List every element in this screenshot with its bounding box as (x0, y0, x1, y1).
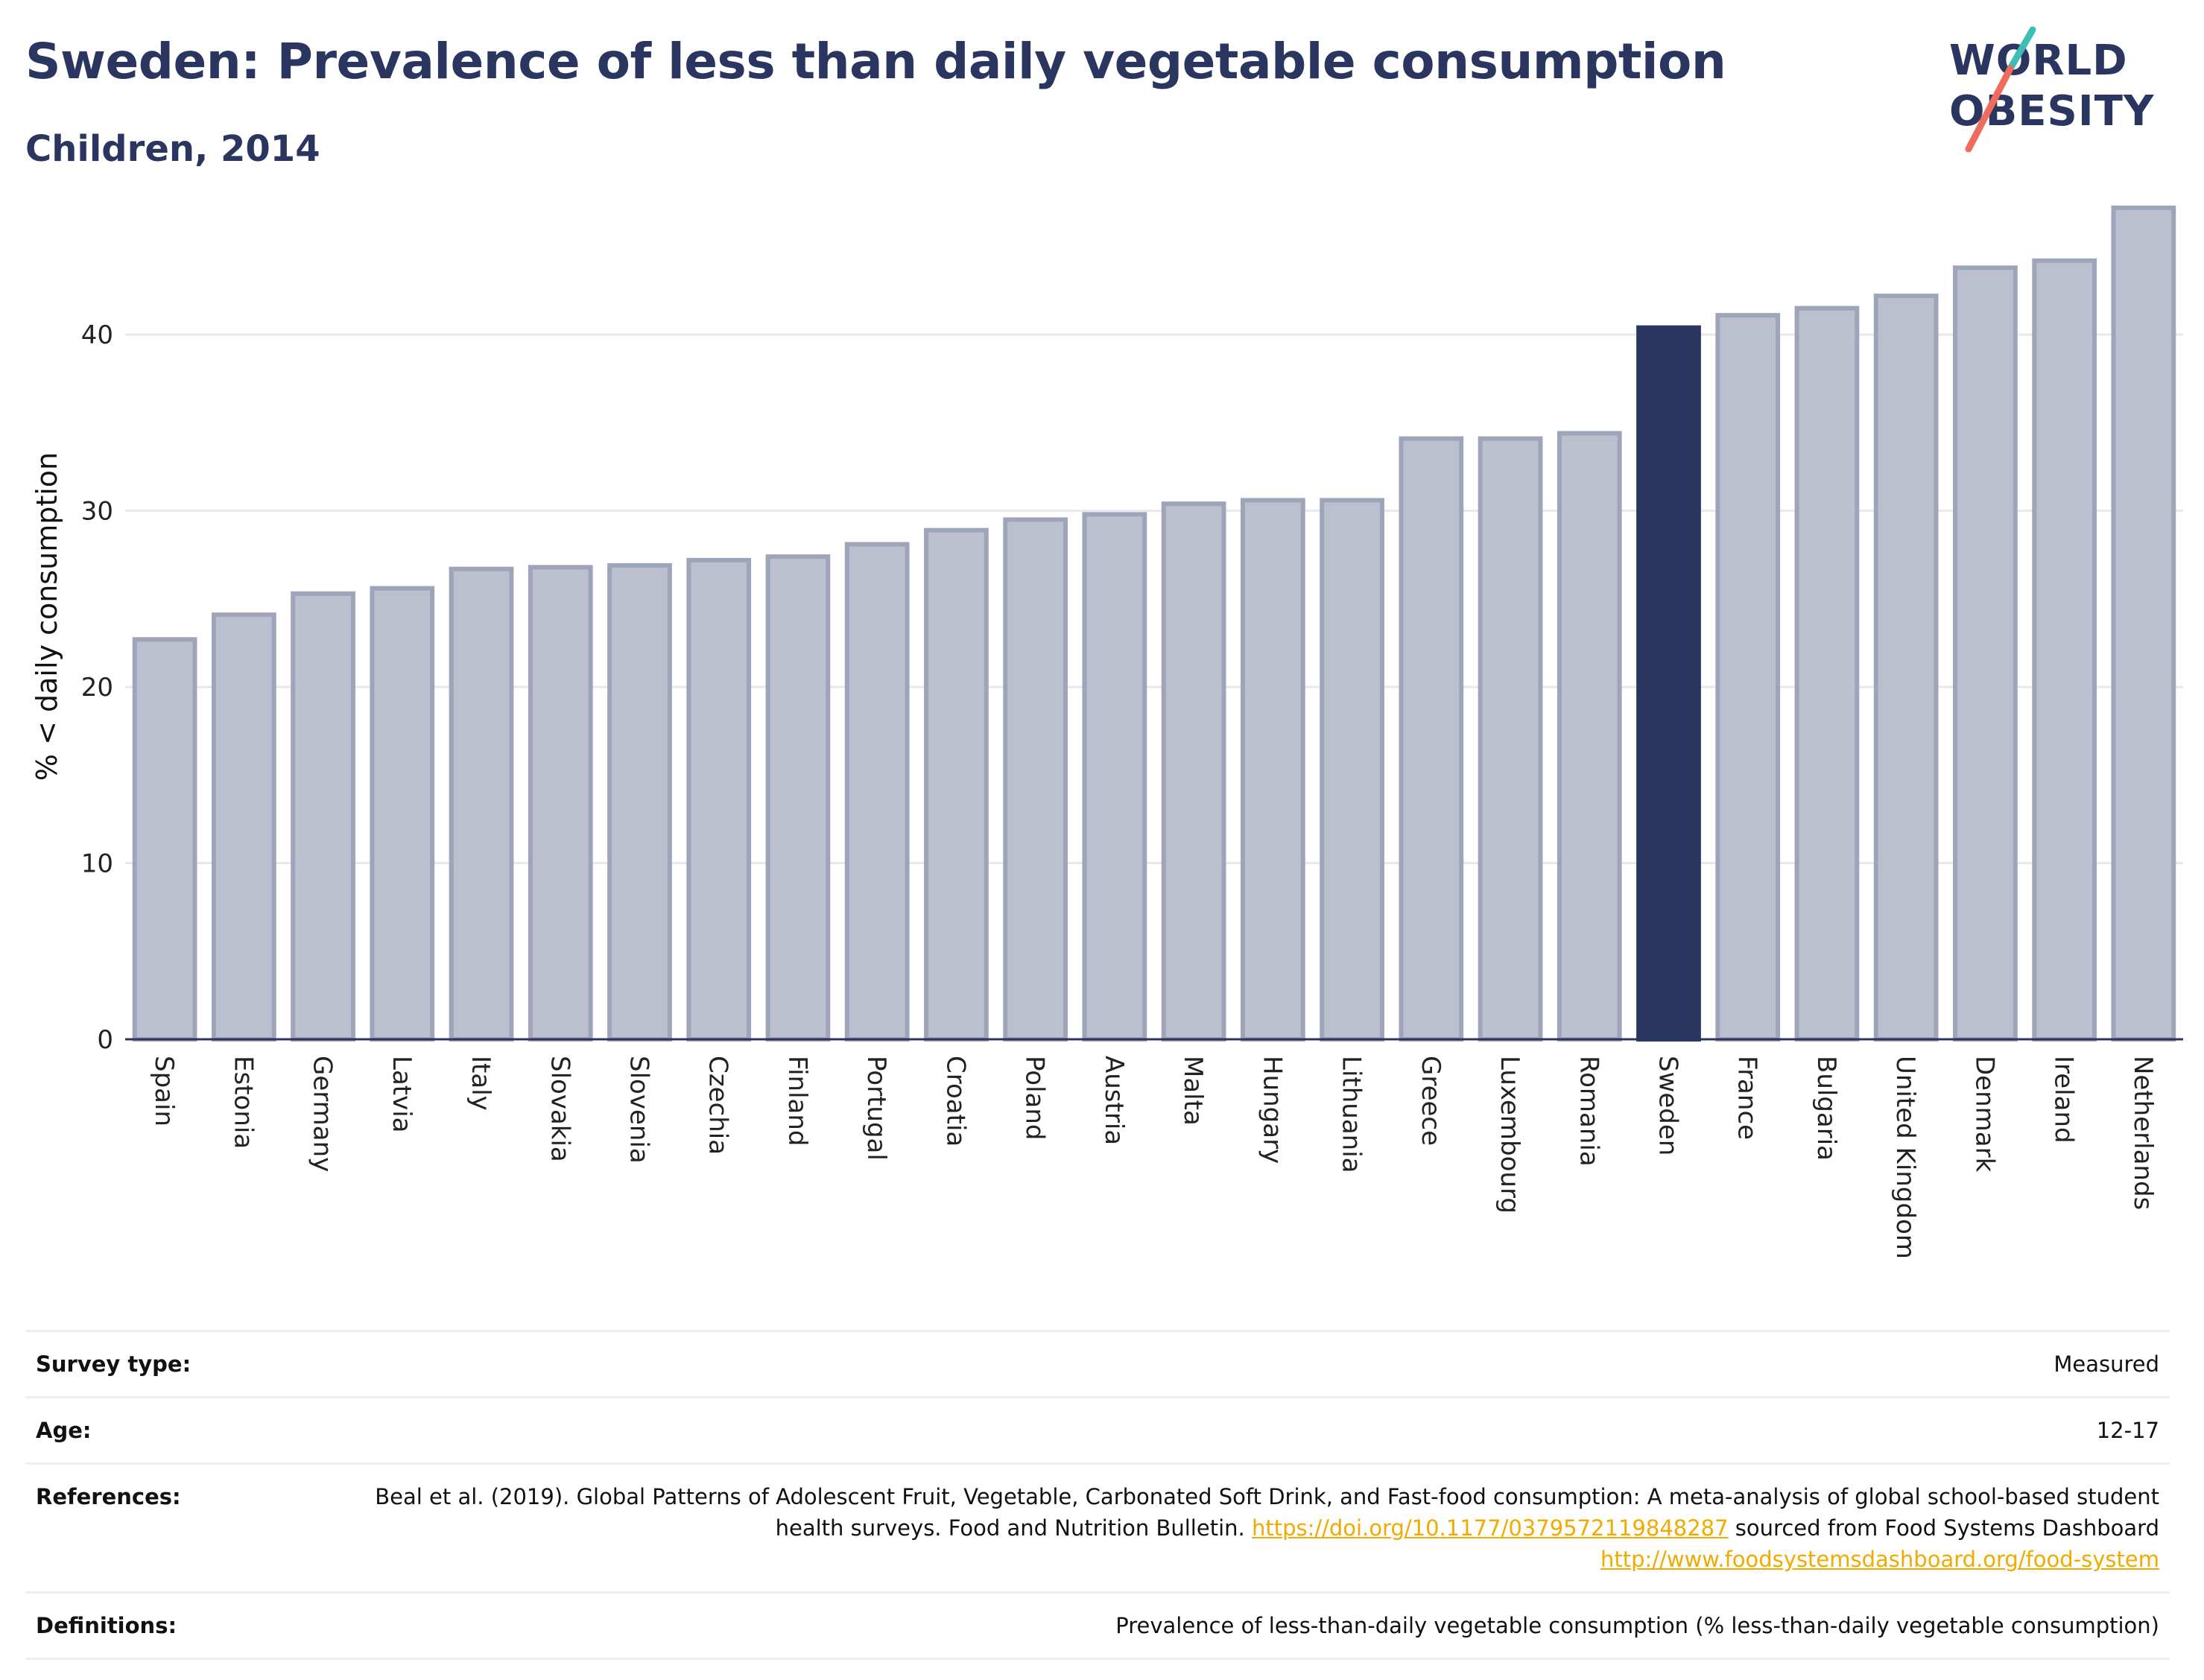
x-tick-label: Portugal (861, 1056, 891, 1161)
definitions-value: Prevalence of less-than-daily vegetable … (1115, 1613, 2159, 1639)
x-tick-label: Hungary (1257, 1056, 1287, 1164)
x-tick-label: Malta (1178, 1056, 1208, 1126)
bar-slovenia (607, 562, 672, 1042)
bar-romania (1557, 431, 1622, 1042)
bar-poland (1003, 517, 1068, 1042)
references-dashboard-link[interactable]: http://www.foodsystemsdashboard.org/food… (1600, 1547, 2159, 1573)
bar-czechia (686, 557, 752, 1042)
references-doi-link[interactable]: https://doi.org/10.1177/0379572119848287 (1251, 1515, 1729, 1541)
info-row-survey-type: Survey type: Measured (25, 1331, 2170, 1398)
bar-germany (291, 591, 355, 1042)
logo-line-1: WORLD (1949, 37, 2128, 85)
y-axis-title: % < daily consumption (31, 452, 63, 781)
x-tick-label: Greece (1416, 1056, 1445, 1146)
bar-sweden (1636, 325, 1701, 1042)
logo-slash-icon (1965, 26, 2036, 153)
x-tick-label: Germany (308, 1056, 338, 1172)
survey-type-value: Measured (2053, 1351, 2159, 1377)
info-row-age: Age: 12-17 (25, 1397, 2170, 1464)
bar-latvia (370, 586, 435, 1042)
bar-estonia (211, 612, 276, 1042)
x-tick-label: Lithuania (1337, 1056, 1367, 1173)
chart-title: Sweden: Prevalence of less than daily ve… (25, 33, 1726, 90)
bar-denmark (1953, 265, 2018, 1042)
x-tick-label: Finland (782, 1056, 812, 1147)
references-text-2: sourced from Food Systems Dashboard (1728, 1515, 2159, 1541)
x-tick-label: United Kingdom (1890, 1056, 1920, 1259)
bar-slovakia (528, 565, 593, 1042)
world-obesity-logo: WORLD OBESITY (1937, 22, 2191, 156)
bar-finland (765, 554, 831, 1042)
bar-netherlands (2111, 205, 2176, 1042)
y-tick-label: 40 (81, 320, 113, 350)
x-tick-label: Denmark (1969, 1056, 1999, 1173)
definitions-label: Definitions: (36, 1613, 177, 1639)
x-tick-label: Sweden (1653, 1056, 1683, 1156)
x-tick-label: Estonia (228, 1056, 258, 1149)
chart-subtitle: Children, 2014 (25, 128, 320, 170)
x-tick-label: Spain (149, 1056, 179, 1126)
bar-croatia (924, 527, 989, 1042)
x-tick-label: Italy (466, 1056, 495, 1111)
age-label: Age: (36, 1418, 92, 1444)
bar-lithuania (1320, 498, 1384, 1042)
x-tick-label: Romania (1574, 1056, 1603, 1167)
x-tick-label: Slovenia (624, 1056, 654, 1164)
x-tick-label: Ireland (2049, 1056, 2079, 1144)
references-text-1: Beal et al. (2019). Global Patterns of A… (375, 1484, 2159, 1541)
y-tick-label: 20 (81, 673, 113, 703)
x-tick-label: Latvia (387, 1056, 417, 1133)
y-tick-label: 30 (81, 497, 113, 527)
x-tick-label: Bulgaria (1811, 1056, 1841, 1161)
y-tick-label: 0 (97, 1025, 113, 1055)
x-tick-label: Poland (1020, 1056, 1050, 1141)
survey-type-label: Survey type: (36, 1351, 191, 1377)
x-tick-label: Czechia (703, 1056, 733, 1155)
x-tick-label: Slovakia (545, 1056, 574, 1162)
y-tick-label: 10 (81, 849, 113, 879)
bar-ireland (2032, 258, 2097, 1042)
references-label: References: (36, 1484, 181, 1510)
bar-chart: 0 10 20 30 40 % < daily consumption Spain Eston… (31, 205, 2183, 1259)
bar-bulgaria (1794, 305, 1860, 1042)
x-tick-label: Netherlands (2128, 1056, 2158, 1210)
info-row-definitions: Definitions: Prevalence of less-than-dai… (25, 1592, 2170, 1659)
bar-italy (449, 566, 514, 1042)
bar-luxembourg (1478, 436, 1543, 1042)
bar-greece (1399, 436, 1464, 1042)
references-value: Beal et al. (2019). Global Patterns of A… (359, 1464, 2170, 1593)
bar-portugal (844, 542, 910, 1042)
x-tick-label: Croatia (940, 1056, 970, 1147)
bar-spain (132, 637, 197, 1042)
bar-france (1715, 313, 1781, 1042)
age-value: 12-17 (2096, 1418, 2159, 1444)
x-tick-label: Luxembourg (1495, 1056, 1524, 1214)
info-table: Survey type: Measured Age: 12-17 Referen… (25, 1330, 2170, 1660)
x-tick-label: Austria (1099, 1056, 1129, 1145)
x-tick-label: France (1732, 1056, 1762, 1140)
bar-united-kingdom (1873, 294, 1939, 1042)
bar-hungary (1240, 498, 1305, 1042)
bar-austria (1082, 512, 1147, 1042)
bar-malta (1161, 501, 1226, 1042)
info-row-references: References: Beal et al. (2019). Global P… (25, 1463, 2170, 1593)
